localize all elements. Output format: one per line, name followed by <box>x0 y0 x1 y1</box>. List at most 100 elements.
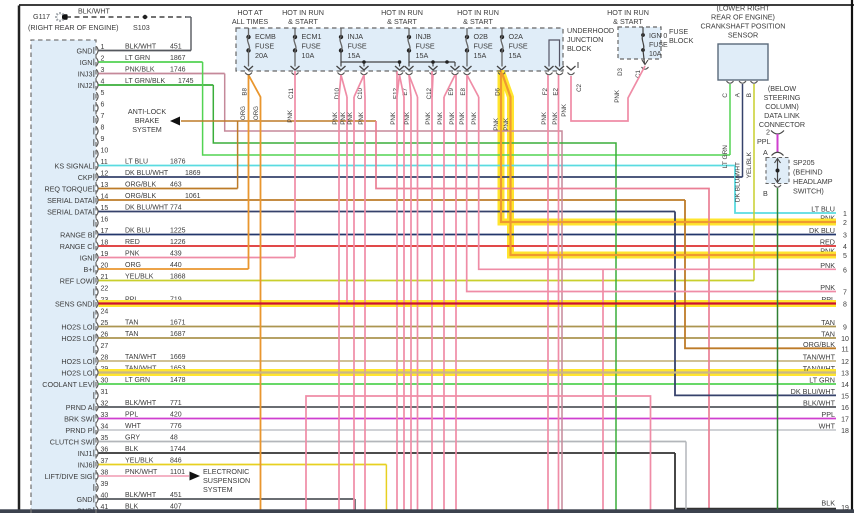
svg-text:DATA LINK: DATA LINK <box>764 111 800 120</box>
svg-text:37: 37 <box>101 458 109 465</box>
svg-text:SYSTEM: SYSTEM <box>132 125 162 134</box>
svg-text:PNK: PNK <box>471 111 478 125</box>
svg-text:PRND A: PRND A <box>66 403 93 412</box>
svg-text:HOT AT: HOT AT <box>237 8 263 17</box>
svg-text:32: 32 <box>101 401 109 408</box>
svg-text:1744: 1744 <box>170 446 186 453</box>
svg-text:HO2S LO: HO2S LO <box>61 323 93 332</box>
svg-text:TAN/WHT: TAN/WHT <box>125 365 157 372</box>
svg-text:2: 2 <box>101 56 105 63</box>
svg-text:PNK: PNK <box>340 111 347 125</box>
svg-text:G117: G117 <box>33 12 50 21</box>
svg-text:24: 24 <box>101 309 109 316</box>
svg-text:SUSPENSION: SUSPENSION <box>203 476 250 485</box>
svg-text:10: 10 <box>841 336 849 343</box>
svg-text:14: 14 <box>841 382 849 389</box>
svg-text:(RIGHT REAR OF ENGINE): (RIGHT REAR OF ENGINE) <box>28 23 119 32</box>
svg-text:INJ2: INJ2 <box>78 81 93 90</box>
svg-text:BLK: BLK <box>125 446 139 453</box>
svg-text:36: 36 <box>101 447 109 454</box>
svg-text:22: 22 <box>101 286 109 293</box>
svg-text:CLUTCH SW: CLUTCH SW <box>50 438 93 447</box>
svg-text:PNK: PNK <box>503 117 510 131</box>
svg-text:PNK: PNK <box>614 89 621 103</box>
svg-text:HO2S LO: HO2S LO <box>61 357 93 366</box>
svg-text:BRK SW: BRK SW <box>64 415 93 424</box>
svg-text:C11: C11 <box>288 87 295 98</box>
svg-text:BLK/WHT: BLK/WHT <box>125 492 157 499</box>
svg-text:15A: 15A <box>509 51 522 60</box>
svg-text:FUSE: FUSE <box>416 42 435 51</box>
svg-text:RED: RED <box>820 238 835 247</box>
svg-text:DK BLU: DK BLU <box>809 226 835 235</box>
svg-text:10A: 10A <box>302 51 315 60</box>
svg-text:FUSE: FUSE <box>509 42 528 51</box>
svg-text:SYSTEM: SYSTEM <box>203 485 233 494</box>
svg-text:LT GRN/BLK: LT GRN/BLK <box>125 78 166 85</box>
svg-text:PNK: PNK <box>425 111 432 125</box>
svg-text:DK BLU: DK BLU <box>125 227 150 234</box>
svg-text:774: 774 <box>170 204 182 211</box>
svg-text:15: 15 <box>101 205 109 212</box>
svg-text:WHT: WHT <box>819 422 836 431</box>
svg-text:B8: B8 <box>242 87 249 95</box>
svg-text:C12: C12 <box>426 87 433 99</box>
svg-text:RANGE B: RANGE B <box>60 231 93 240</box>
svg-text:PPL: PPL <box>757 137 771 146</box>
svg-text:40: 40 <box>101 493 109 500</box>
svg-text:ORG: ORG <box>253 106 260 120</box>
svg-text:5: 5 <box>101 90 105 97</box>
svg-text:DK BLU/WHT: DK BLU/WHT <box>735 162 742 202</box>
svg-text:846: 846 <box>170 457 182 464</box>
svg-text:ORG/BLK: ORG/BLK <box>125 193 156 200</box>
svg-text:HOT IN RUN: HOT IN RUN <box>381 8 423 17</box>
svg-text:COLUMN): COLUMN) <box>765 102 799 111</box>
svg-text:771: 771 <box>170 400 182 407</box>
svg-text:1225: 1225 <box>170 227 186 234</box>
svg-text:INJ1: INJ1 <box>78 449 93 458</box>
svg-text:YEL/BLK: YEL/BLK <box>125 457 154 464</box>
svg-text:18: 18 <box>101 240 109 247</box>
svg-text:BRAKE: BRAKE <box>135 116 160 125</box>
svg-text:13: 13 <box>101 182 109 189</box>
svg-text:TAN: TAN <box>125 319 138 326</box>
svg-text:INJA: INJA <box>348 32 364 41</box>
svg-text:IGN: IGN <box>80 254 93 263</box>
svg-text:PNK: PNK <box>459 111 466 125</box>
svg-text:GRY: GRY <box>125 434 140 441</box>
svg-text:11: 11 <box>841 346 848 353</box>
svg-text:BLOCK: BLOCK <box>669 36 694 45</box>
svg-text:PNK: PNK <box>358 111 365 125</box>
svg-text:1226: 1226 <box>170 239 186 246</box>
svg-text:1687: 1687 <box>170 331 186 338</box>
svg-text:SENS GND: SENS GND <box>55 300 93 309</box>
svg-text:TAN/WHT: TAN/WHT <box>803 364 836 373</box>
svg-text:(LOWER RIGHT: (LOWER RIGHT <box>716 4 770 13</box>
svg-text:FUSE: FUSE <box>669 27 688 36</box>
svg-text:1669: 1669 <box>170 354 186 361</box>
svg-text:25: 25 <box>101 320 109 327</box>
svg-text:HO2S LO: HO2S LO <box>61 334 93 343</box>
svg-text:4: 4 <box>101 79 105 86</box>
svg-text:WHT: WHT <box>125 423 142 430</box>
svg-text:26: 26 <box>101 332 109 339</box>
svg-text:TAN: TAN <box>821 330 835 339</box>
svg-text:FUSE: FUSE <box>348 42 367 51</box>
svg-text:& START: & START <box>387 17 417 26</box>
svg-text:B: B <box>763 189 768 198</box>
svg-text:YEL/BLK: YEL/BLK <box>746 151 753 178</box>
svg-text:& START: & START <box>288 17 318 26</box>
svg-text:BLK: BLK <box>821 499 835 508</box>
svg-text:27: 27 <box>101 343 109 350</box>
svg-text:BLK/WHT: BLK/WHT <box>125 43 157 50</box>
svg-text:34: 34 <box>101 424 109 431</box>
svg-text:14: 14 <box>101 194 109 201</box>
svg-text:YEL/BLK: YEL/BLK <box>125 273 154 280</box>
svg-text:463: 463 <box>170 181 182 188</box>
svg-text:PNK/WHT: PNK/WHT <box>125 469 158 476</box>
svg-text:ORG: ORG <box>240 106 247 120</box>
svg-text:FUSE: FUSE <box>649 42 668 49</box>
svg-text:PNK: PNK <box>820 283 835 292</box>
svg-text:ORG/BLK: ORG/BLK <box>803 340 835 349</box>
svg-text:12: 12 <box>101 171 109 178</box>
